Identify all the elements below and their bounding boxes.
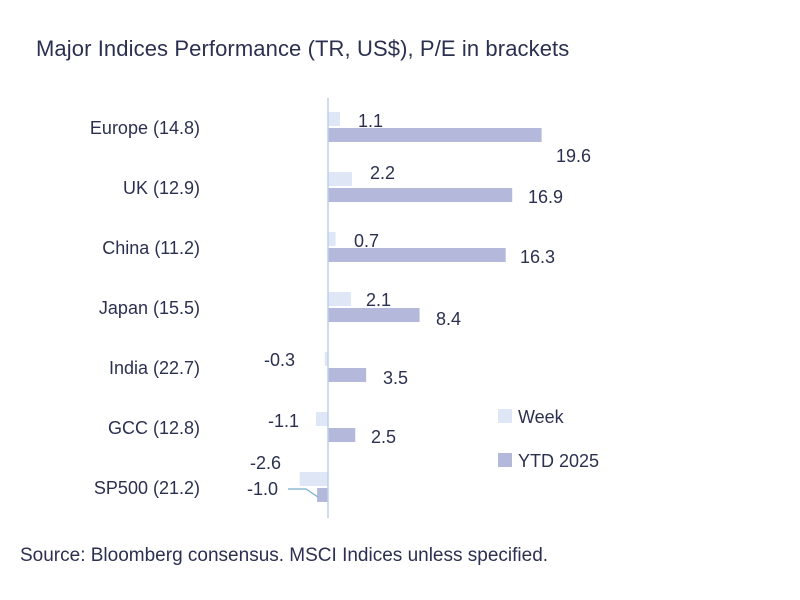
chart-title: Major Indices Performance (TR, US$), P/E… <box>36 36 570 61</box>
data-label-ytd: 16.3 <box>520 247 555 267</box>
bar-ytd <box>328 308 420 322</box>
legend-label-week: Week <box>518 407 565 427</box>
bar-ytd <box>328 428 356 442</box>
bar-ytd <box>328 248 506 262</box>
source-note: Source: Bloomberg consensus. MSCI Indice… <box>20 545 549 566</box>
data-label-ytd: 8.4 <box>436 309 461 329</box>
data-label-week: -0.3 <box>264 350 295 370</box>
data-label-ytd: 3.5 <box>383 368 408 388</box>
bar-ytd <box>328 188 513 202</box>
bar-ytd <box>328 128 542 142</box>
data-label-week: 0.7 <box>354 231 379 251</box>
bar-week <box>328 112 340 126</box>
data-label-ytd: -1.0 <box>247 479 278 499</box>
data-label-week: -2.6 <box>250 453 281 473</box>
bar-ytd <box>328 368 367 382</box>
category-label: India (22.7) <box>109 358 200 378</box>
data-label-week: -1.1 <box>268 411 299 431</box>
data-label-ytd: 2.5 <box>371 427 396 447</box>
category-label: Japan (15.5) <box>99 298 200 318</box>
category-label: UK (12.9) <box>123 178 200 198</box>
bar-week <box>324 352 328 366</box>
data-label-week: 2.2 <box>370 163 395 183</box>
data-label-week: 2.1 <box>366 290 391 310</box>
bar-week <box>328 292 351 306</box>
category-label: Europe (14.8) <box>90 118 200 138</box>
bar-week <box>328 232 336 246</box>
bar-week <box>299 472 328 486</box>
leader-line <box>288 488 319 498</box>
bar-week <box>316 412 328 426</box>
data-label-ytd: 16.9 <box>528 187 563 207</box>
legend-label-ytd: YTD 2025 <box>518 451 599 471</box>
category-label: SP500 (21.2) <box>94 478 200 498</box>
data-label-week: 1.1 <box>358 111 383 131</box>
legend-swatch-week <box>498 409 512 423</box>
bar-week <box>328 172 352 186</box>
bar-ytd <box>317 488 328 502</box>
data-label-ytd: 19.6 <box>556 146 591 166</box>
category-label: GCC (12.8) <box>108 418 200 438</box>
category-label: China (11.2) <box>102 238 200 258</box>
legend-swatch-ytd <box>498 453 512 467</box>
